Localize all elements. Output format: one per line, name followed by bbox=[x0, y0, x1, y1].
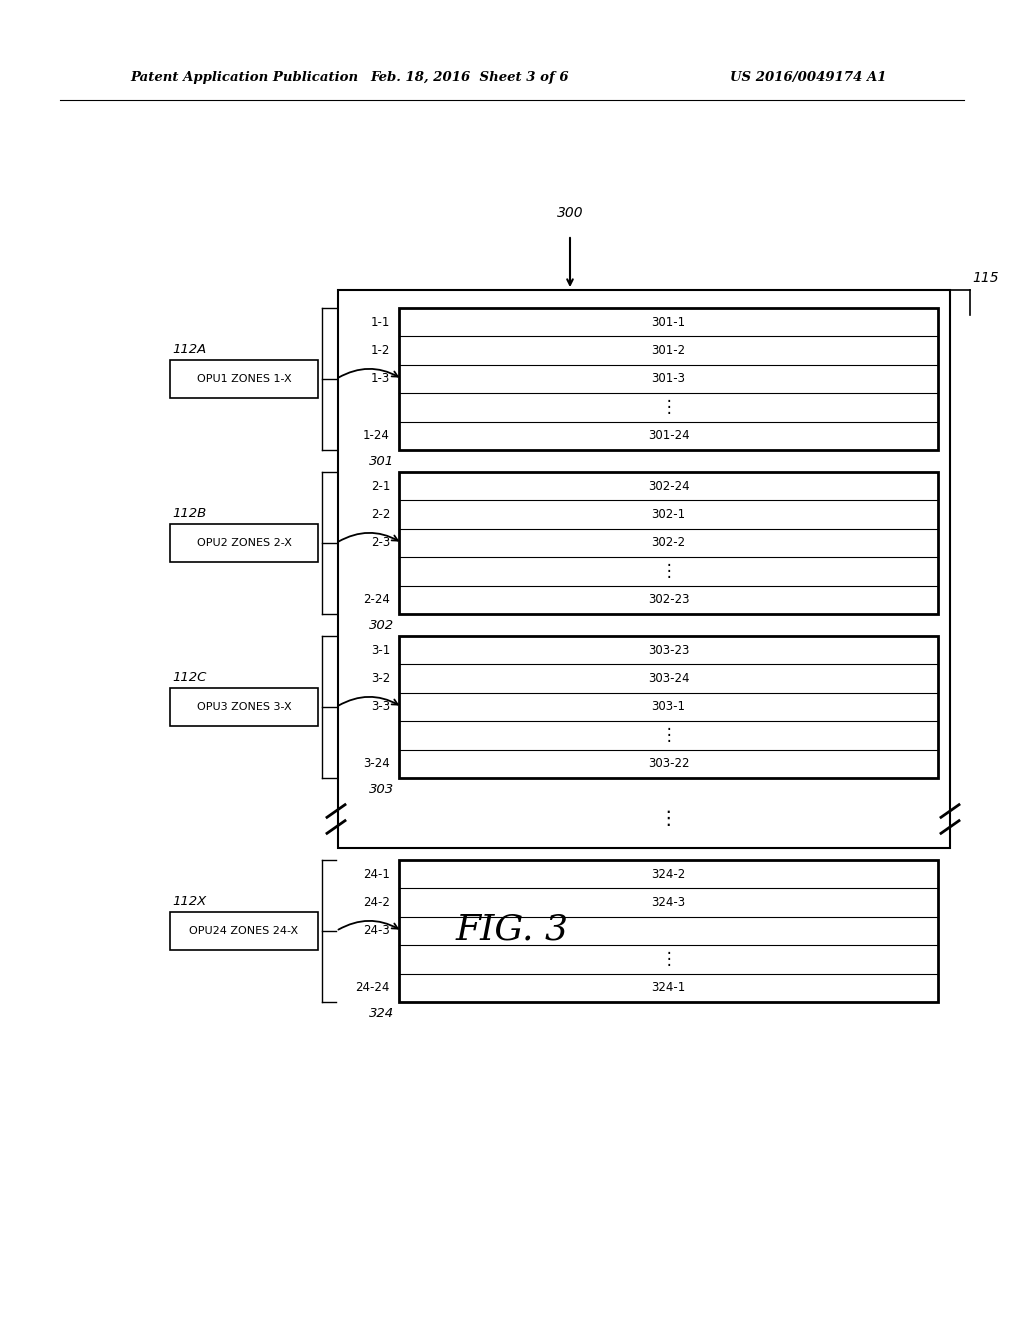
Text: 2-1: 2-1 bbox=[371, 479, 390, 492]
Text: Patent Application Publication: Patent Application Publication bbox=[130, 70, 358, 83]
Text: 301-1: 301-1 bbox=[651, 315, 685, 329]
Text: ⋮: ⋮ bbox=[660, 950, 677, 969]
Text: 24-2: 24-2 bbox=[364, 896, 390, 909]
Text: ⋮: ⋮ bbox=[658, 809, 678, 829]
Text: ⋮: ⋮ bbox=[660, 562, 677, 581]
Text: 1-2: 1-2 bbox=[371, 345, 390, 358]
Text: FIG. 3: FIG. 3 bbox=[456, 913, 568, 946]
Text: 303: 303 bbox=[369, 783, 394, 796]
Text: 115: 115 bbox=[972, 271, 998, 285]
Text: 112X: 112X bbox=[172, 895, 206, 908]
Text: 301: 301 bbox=[369, 455, 394, 469]
Text: 1-24: 1-24 bbox=[364, 429, 390, 442]
Text: 324-1: 324-1 bbox=[651, 981, 686, 994]
Text: 24-3: 24-3 bbox=[364, 924, 390, 937]
Text: 24-24: 24-24 bbox=[355, 981, 390, 994]
Bar bbox=[399, 861, 938, 1002]
Bar bbox=[399, 308, 938, 450]
Text: 3-3: 3-3 bbox=[371, 701, 390, 714]
Text: 302-23: 302-23 bbox=[648, 593, 689, 606]
Text: 324: 324 bbox=[369, 1007, 394, 1020]
Text: 324-3: 324-3 bbox=[651, 896, 685, 909]
Text: 3-24: 3-24 bbox=[364, 758, 390, 771]
Bar bbox=[170, 524, 318, 562]
Text: OPU2 ZONES 2-X: OPU2 ZONES 2-X bbox=[197, 539, 292, 548]
Bar bbox=[338, 290, 950, 847]
Text: ⋮: ⋮ bbox=[660, 726, 677, 744]
Text: 302-24: 302-24 bbox=[648, 479, 689, 492]
Bar bbox=[170, 912, 318, 950]
Text: 303-22: 303-22 bbox=[648, 758, 689, 771]
Text: 301-2: 301-2 bbox=[651, 345, 685, 358]
Text: 303-23: 303-23 bbox=[648, 644, 689, 657]
Text: 300: 300 bbox=[557, 206, 584, 220]
Text: OPU24 ZONES 24-X: OPU24 ZONES 24-X bbox=[189, 927, 299, 936]
Text: 2-2: 2-2 bbox=[371, 508, 390, 521]
Bar bbox=[399, 473, 938, 614]
Bar bbox=[170, 360, 318, 399]
Text: OPU1 ZONES 1-X: OPU1 ZONES 1-X bbox=[197, 374, 291, 384]
Text: 2-3: 2-3 bbox=[371, 536, 390, 549]
Text: 112A: 112A bbox=[172, 343, 206, 356]
Text: 324-2: 324-2 bbox=[651, 867, 686, 880]
Text: 303-24: 303-24 bbox=[648, 672, 689, 685]
Bar bbox=[170, 688, 318, 726]
Text: ⋮: ⋮ bbox=[660, 399, 677, 416]
Text: 2-24: 2-24 bbox=[364, 593, 390, 606]
Text: 24-1: 24-1 bbox=[364, 867, 390, 880]
Text: 112C: 112C bbox=[172, 671, 207, 684]
Text: 303-1: 303-1 bbox=[651, 701, 685, 714]
Text: 302-1: 302-1 bbox=[651, 508, 685, 521]
Text: Feb. 18, 2016  Sheet 3 of 6: Feb. 18, 2016 Sheet 3 of 6 bbox=[370, 70, 568, 83]
Text: OPU3 ZONES 3-X: OPU3 ZONES 3-X bbox=[197, 702, 291, 711]
Text: 301-3: 301-3 bbox=[651, 372, 685, 385]
Text: 302-2: 302-2 bbox=[651, 536, 685, 549]
Text: 1-1: 1-1 bbox=[371, 315, 390, 329]
Text: US 2016/0049174 A1: US 2016/0049174 A1 bbox=[730, 70, 887, 83]
Text: 3-1: 3-1 bbox=[371, 644, 390, 657]
Text: 1-3: 1-3 bbox=[371, 372, 390, 385]
Text: 3-2: 3-2 bbox=[371, 672, 390, 685]
Text: 302: 302 bbox=[369, 619, 394, 632]
Text: 301-24: 301-24 bbox=[648, 429, 689, 442]
Text: 112B: 112B bbox=[172, 507, 206, 520]
Bar bbox=[399, 636, 938, 777]
